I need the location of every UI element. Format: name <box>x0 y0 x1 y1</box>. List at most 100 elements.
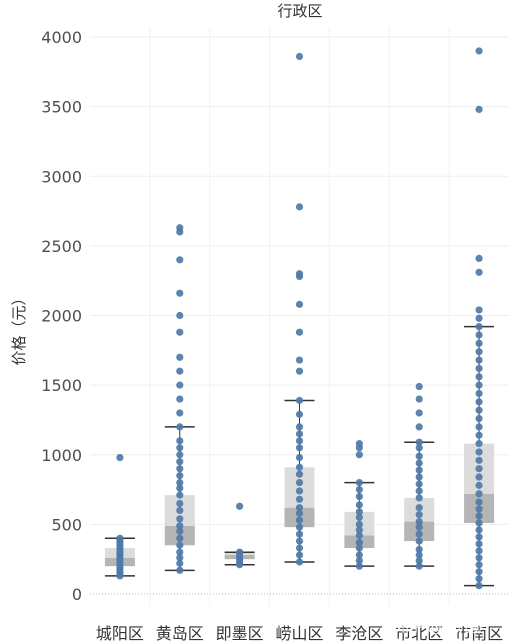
data-point <box>295 487 304 495</box>
category-label: 即墨区 <box>216 624 264 643</box>
data-point <box>176 353 184 361</box>
data-point <box>355 513 363 522</box>
data-point <box>355 440 363 448</box>
data-point <box>475 498 483 506</box>
data-point <box>415 551 423 559</box>
data-point <box>295 470 304 478</box>
data-point <box>295 558 304 566</box>
data-point <box>475 373 483 381</box>
data-point <box>415 494 423 502</box>
grid-lines <box>90 27 509 606</box>
data-point <box>475 456 483 464</box>
data-point <box>475 414 483 423</box>
data-point <box>295 495 304 503</box>
y-axis-ticks: 0 500 1000 1500 2000 2500 3000 3500 4000 <box>41 28 82 604</box>
data-point <box>355 501 363 509</box>
data-point <box>176 409 184 417</box>
data-point <box>176 256 184 264</box>
data-point <box>295 367 304 375</box>
data-point <box>295 444 304 452</box>
data-point <box>475 423 483 431</box>
data-point <box>295 523 304 531</box>
data-point <box>415 382 423 391</box>
data-point <box>475 561 483 569</box>
data-point <box>295 453 304 462</box>
box-group <box>284 52 315 566</box>
data-point <box>295 203 304 211</box>
data-point <box>295 551 304 559</box>
data-point <box>415 409 423 417</box>
data-point <box>295 328 304 336</box>
y-tick-label: 2500 <box>41 237 82 256</box>
category-label: 李沧区 <box>335 624 383 643</box>
data-point <box>355 544 363 552</box>
data-point <box>176 506 184 515</box>
data-point <box>355 492 363 501</box>
data-point <box>415 530 423 538</box>
data-point <box>176 289 184 297</box>
data-point <box>415 480 423 488</box>
data-point <box>355 538 363 547</box>
data-point <box>415 452 423 460</box>
data-point <box>415 504 423 512</box>
data-point <box>475 568 483 576</box>
data-point <box>295 423 304 431</box>
data-point <box>475 554 483 562</box>
y-tick-label: 2000 <box>41 307 82 326</box>
data-point <box>475 254 483 263</box>
data-point <box>295 270 304 278</box>
data-point <box>475 381 483 389</box>
data-point <box>355 526 363 534</box>
x-axis-categories: 城阳区 黄岛区 即墨区 崂山区 李沧区 市北区 市南区 <box>96 624 503 643</box>
y-tick-label: 500 <box>51 515 82 534</box>
data-point <box>415 444 423 452</box>
data-point <box>475 465 483 473</box>
data-point <box>295 479 304 487</box>
data-point <box>355 562 363 570</box>
data-point <box>475 575 483 583</box>
data-point <box>415 423 423 431</box>
data-point <box>475 473 483 481</box>
data-point <box>475 490 483 498</box>
box-group <box>464 47 495 590</box>
data-point <box>475 547 483 555</box>
data-point <box>295 537 304 545</box>
y-tick-label: 4000 <box>41 28 82 47</box>
data-point <box>295 509 304 517</box>
y-tick-label: 0 <box>72 585 82 604</box>
data-point <box>176 559 184 567</box>
data-point <box>176 381 184 389</box>
data-point <box>415 395 423 403</box>
data-point <box>176 451 184 459</box>
box-group <box>224 502 255 569</box>
data-point <box>475 105 483 114</box>
data-point <box>475 356 483 364</box>
data-point <box>355 531 363 540</box>
data-point <box>475 533 483 541</box>
data-point <box>295 430 304 438</box>
data-point <box>176 465 184 473</box>
chart-title: 行政区 <box>277 2 322 20</box>
category-label: 市北区 <box>395 624 443 643</box>
data-point <box>475 331 483 339</box>
data-point <box>116 453 124 462</box>
data-point <box>176 328 184 336</box>
data-point <box>176 444 184 452</box>
data-point <box>475 540 483 548</box>
data-point <box>295 410 304 418</box>
data-point <box>176 479 184 487</box>
data-point <box>295 396 304 405</box>
data-point <box>475 339 483 347</box>
data-point <box>355 451 363 459</box>
data-point <box>355 520 363 528</box>
data-point <box>475 348 483 356</box>
data-point <box>176 484 184 492</box>
box-group <box>404 382 435 570</box>
data-point <box>475 306 483 314</box>
data-point <box>176 499 184 508</box>
data-point <box>415 487 423 495</box>
category-label: 城阳区 <box>96 624 144 643</box>
y-tick-label: 1000 <box>41 446 82 465</box>
data-point <box>415 562 423 570</box>
data-point <box>176 367 184 375</box>
